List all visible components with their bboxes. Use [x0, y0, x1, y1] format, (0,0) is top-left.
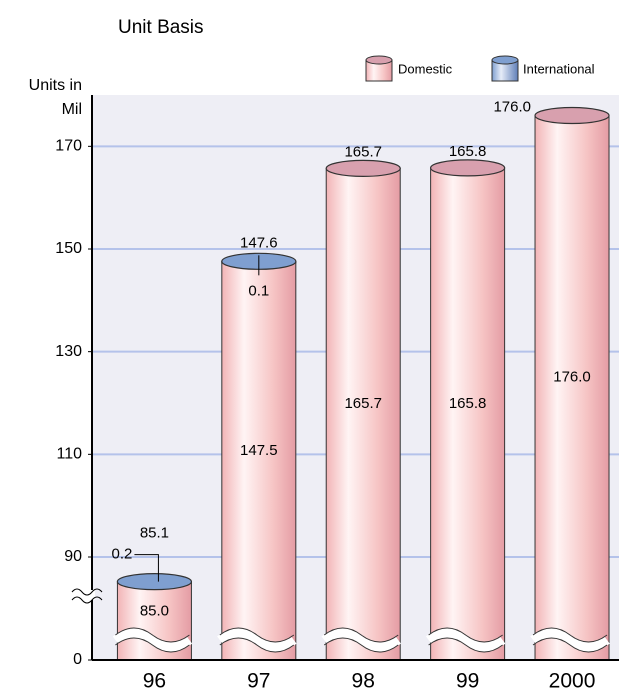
axis-break-edge	[323, 627, 399, 643]
total-label: 85.1	[140, 525, 169, 542]
axis-break-edge	[428, 627, 503, 643]
bar	[534, 115, 610, 661]
bar	[430, 167, 506, 661]
axis-break	[530, 628, 610, 652]
axis-break	[89, 590, 95, 600]
axis-break-edge	[71, 596, 103, 604]
data-label: 165.8	[449, 395, 487, 412]
bar-cap	[534, 106, 610, 125]
axis-break-edge	[323, 637, 399, 653]
bar-cap	[325, 159, 401, 178]
y-axis-label-line: Mil	[62, 101, 82, 118]
leader-line	[134, 554, 159, 582]
data-label: 165.7	[344, 395, 382, 412]
y-axis-label: Units in Mil	[29, 77, 82, 118]
axis-break	[112, 628, 193, 652]
x-tick-label: 99	[456, 670, 479, 693]
axis-break-edge	[71, 588, 103, 596]
chart-title: Unit Basis	[118, 17, 204, 38]
axis-break	[217, 628, 297, 652]
bar	[221, 261, 297, 661]
bar-cap	[116, 573, 193, 591]
axis-break-edge	[219, 627, 295, 643]
data-label: 0.1	[248, 282, 269, 299]
legend-swatch-cap	[491, 55, 519, 65]
axis-break-edge	[115, 637, 190, 653]
total-label: 147.6	[240, 234, 278, 251]
bar-cap	[430, 159, 506, 177]
legend-label: Domestic	[398, 61, 453, 76]
y-tick-label: 130	[55, 343, 82, 360]
bar	[325, 167, 401, 661]
axis-break	[425, 628, 506, 652]
data-label: 85.0	[140, 602, 169, 619]
data-label: 0.2	[112, 546, 133, 563]
data-label: 147.5	[240, 442, 278, 459]
x-tick-label: 98	[352, 670, 375, 693]
axis-break	[321, 628, 401, 652]
y-tick-label: 90	[64, 548, 82, 565]
x-tick-label: 96	[143, 670, 166, 693]
legend-label: International	[523, 61, 595, 76]
y-axis-label-line: Units in	[29, 77, 82, 94]
x-tick-label: 97	[247, 670, 270, 693]
axis-break-edge	[428, 637, 503, 653]
axis-break-edge	[532, 637, 608, 653]
legend-swatch-cap	[365, 55, 393, 65]
x-tick-label: 2000	[549, 670, 596, 693]
total-label: 165.7	[344, 143, 382, 160]
y-tick-label: 0	[73, 651, 82, 668]
axis-break-edge	[532, 627, 608, 643]
total-label: 165.8	[449, 143, 487, 160]
y-tick-label: 150	[55, 240, 82, 257]
data-label: 176.0	[553, 369, 591, 386]
y-tick-label: 170	[55, 138, 82, 155]
axis-break-edge	[219, 637, 295, 653]
axis-break-edge	[115, 627, 190, 643]
total-label: 176.0	[493, 99, 531, 116]
y-tick-label: 110	[56, 446, 82, 463]
